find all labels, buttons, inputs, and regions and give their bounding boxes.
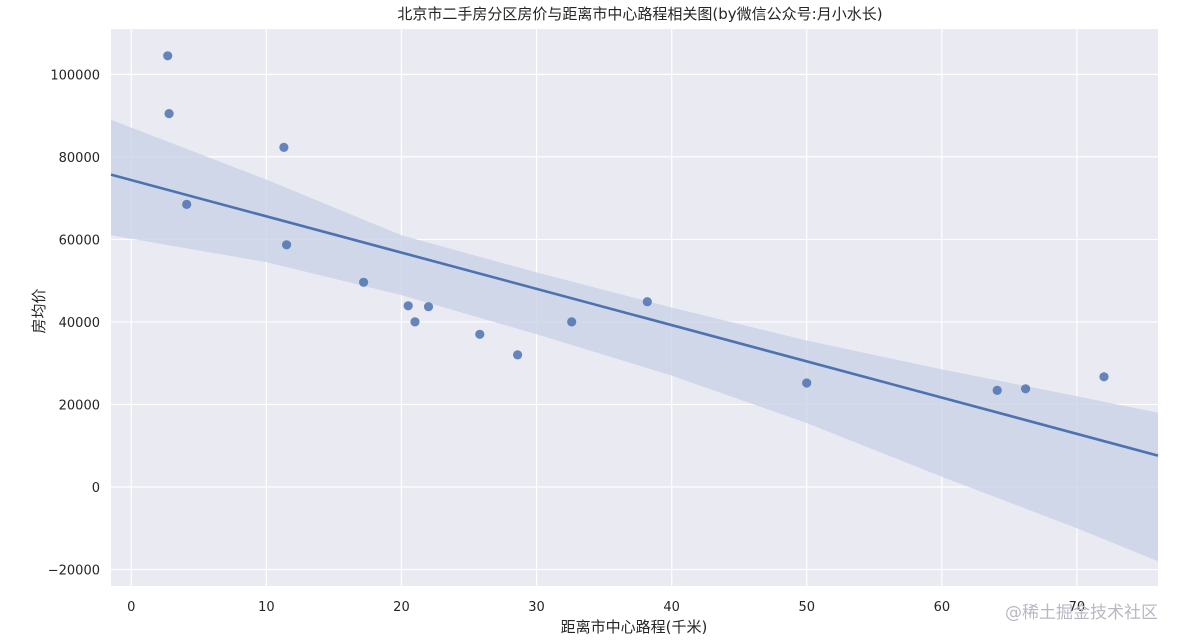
watermark: @稀土掘金技术社区: [1005, 603, 1158, 623]
confidence-band: [111, 119, 1158, 562]
data-point: [423, 302, 434, 312]
y-tick-label: −20000: [48, 563, 100, 578]
data-point: [163, 51, 173, 61]
x-tick-label: 70: [1069, 600, 1086, 615]
x-tick-label: 30: [528, 600, 545, 615]
x-tick-label: 50: [798, 600, 815, 615]
y-tick-label: 80000: [59, 151, 100, 166]
data-point: [279, 142, 289, 152]
x-tick-label: 0: [127, 600, 135, 615]
y-tick-label: 20000: [59, 398, 100, 413]
data-point: [992, 385, 1002, 395]
data-point: [567, 317, 577, 327]
chart-title: 北京市二手房分区房价与距离市中心路程相关图(by微信公众号:月小水长): [397, 5, 882, 23]
x-tick-label: 60: [934, 600, 951, 615]
data-point: [1021, 384, 1031, 394]
y-tick-label: 60000: [59, 233, 100, 248]
data-point: [513, 350, 523, 360]
x-tick-labels: 0 10 20 30 40 50 60 70: [127, 600, 1085, 615]
data-point: [1099, 372, 1109, 382]
x-tick-label: 20: [393, 600, 410, 615]
y-tick-label: 0: [92, 481, 100, 496]
x-tick-label: 10: [258, 600, 275, 615]
data-point: [403, 301, 413, 311]
data-point: [282, 240, 292, 250]
data-point: [410, 317, 420, 327]
data-points: [163, 51, 1109, 395]
x-axis-title: 距离市中心路程(千米): [561, 618, 708, 636]
data-point: [359, 277, 369, 287]
x-tick-label: 40: [663, 600, 680, 615]
y-tick-labels: −20000 0 20000 40000 60000 80000 100000: [48, 68, 100, 578]
data-point: [475, 329, 485, 339]
data-point: [802, 378, 812, 388]
y-axis-title: 房均价: [30, 288, 48, 333]
y-tick-label: 100000: [50, 68, 100, 83]
data-point: [642, 297, 652, 307]
data-point: [164, 109, 174, 119]
data-point: [182, 199, 192, 209]
regression-line: [110, 173, 1159, 457]
y-tick-label: 40000: [59, 316, 100, 331]
